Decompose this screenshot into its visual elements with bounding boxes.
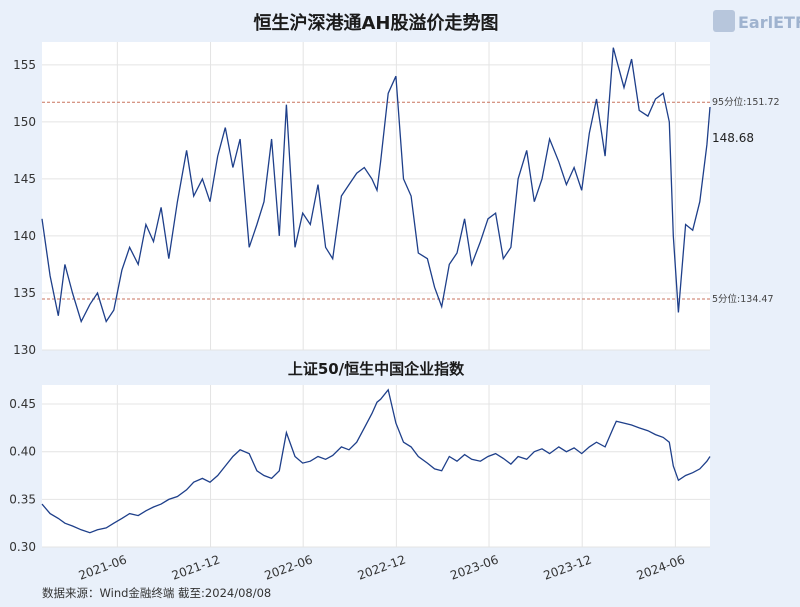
percentile-reference-label: 95分位:151.72	[712, 96, 780, 108]
ratio-y-tick-label: 0.45	[9, 397, 36, 411]
percentile-reference-label: 5分位:134.47	[712, 293, 774, 305]
premium-y-tick-label: 140	[13, 229, 36, 243]
ratio-plot-area	[42, 385, 710, 547]
premium-y-tick-label: 155	[13, 58, 36, 72]
premium-series-line	[41, 47, 711, 324]
x-tick-label: 2021-12	[170, 552, 222, 582]
x-tick-label: 2024-06	[635, 552, 687, 582]
logo: EarlETF	[713, 10, 800, 32]
x-axis: 2021-06 2021-12 2022-06 2022-12 2023-06 2023-…	[77, 552, 687, 582]
ratio-y-tick-label: 0.40	[9, 445, 36, 459]
ratio-y-tick-label: 0.30	[9, 540, 36, 554]
premium-y-tick-label: 130	[13, 343, 36, 357]
premium-chart-panel: 130 135 140 145 150 155 95分位:151.72 5分位:134.47…	[13, 42, 780, 357]
x-tick-label: 2023-06	[448, 552, 500, 582]
x-tick-label: 2021-06	[77, 552, 129, 582]
premium-y-tick-label: 135	[13, 286, 36, 300]
reference-lines: 95分位:151.72 5分位:134.47	[42, 96, 780, 305]
data-source-footer: 数据来源：Wind金融终端 截至:2024/08/08	[42, 586, 271, 600]
logo-text: EarlETF	[738, 13, 800, 32]
premium-y-tick-label: 145	[13, 172, 36, 186]
ratio-chart-panel: 0.300.350.400.45 2021-06 2021-12 2022-06 20…	[9, 385, 711, 583]
ratio-series-line	[41, 388, 711, 534]
premium-grid	[42, 42, 710, 351]
premium-y-tick-label: 150	[13, 115, 36, 129]
last-value-label: 148.68	[712, 131, 754, 145]
logo-mark-icon	[713, 10, 735, 32]
ratio-y-axis: 0.30 0.35 0.40 0.45	[9, 397, 36, 554]
ratio-y-tick-label: 0.35	[9, 492, 36, 506]
chart-title: 恒生沪深港通AH股溢价走势图	[254, 12, 499, 34]
x-tick-label: 2022-12	[356, 552, 408, 582]
x-tick-label: 2023-12	[542, 552, 594, 582]
x-tick-label: 2022-06	[263, 552, 315, 582]
ratio-chart-title: 上证50/恒生中国企业指数	[288, 360, 465, 378]
premium-y-axis: 130 135 140 145 150 155	[13, 58, 36, 357]
